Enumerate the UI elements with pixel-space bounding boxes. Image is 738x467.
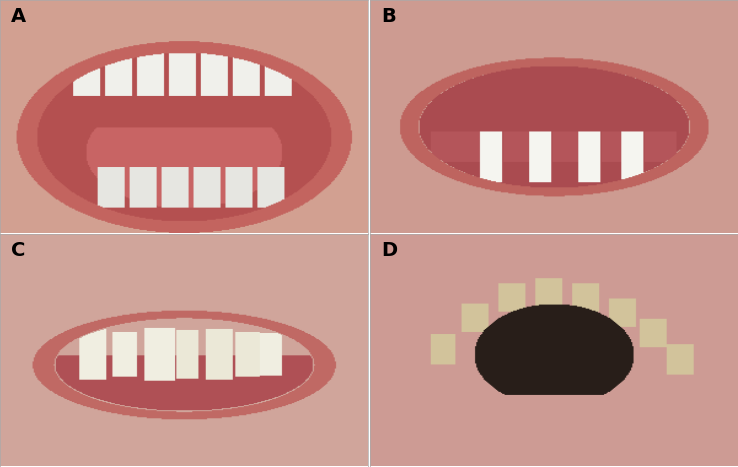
Text: C: C	[11, 241, 25, 260]
Text: B: B	[381, 7, 396, 26]
Text: D: D	[381, 241, 397, 260]
Text: A: A	[11, 7, 26, 26]
